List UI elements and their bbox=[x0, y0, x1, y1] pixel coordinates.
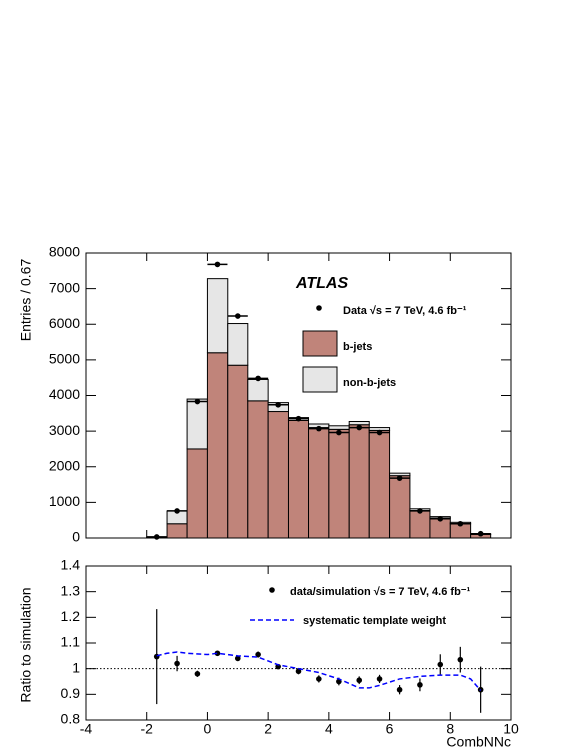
data-point bbox=[214, 261, 221, 268]
histogram-bar bbox=[328, 425, 350, 430]
y-axis-label: Ratio to simulation bbox=[18, 587, 34, 702]
atlas-label: ATLAS bbox=[295, 275, 348, 292]
y-tick-label: 0.8 bbox=[61, 711, 81, 727]
data-point bbox=[417, 508, 423, 514]
histogram-bar bbox=[348, 424, 370, 539]
legend-label: b-jets bbox=[343, 341, 372, 353]
data-point bbox=[234, 313, 241, 319]
legend-swatch bbox=[302, 366, 338, 393]
data-point bbox=[214, 650, 221, 657]
histogram-bar bbox=[287, 419, 310, 539]
y-tick-label: 1 bbox=[72, 659, 80, 675]
data-point bbox=[376, 429, 383, 436]
plot-frame bbox=[85, 565, 512, 721]
histogram-bar bbox=[166, 523, 188, 539]
data-point bbox=[437, 661, 444, 668]
data-point bbox=[295, 415, 302, 422]
histogram-bar bbox=[308, 427, 330, 539]
legend-label: systematic template weight bbox=[303, 615, 446, 627]
data-point bbox=[457, 520, 464, 527]
data-point bbox=[234, 655, 241, 662]
y-tick-label: 1.3 bbox=[61, 582, 81, 598]
data-point bbox=[255, 375, 261, 382]
histogram-bar bbox=[206, 278, 229, 354]
histogram-bar bbox=[206, 352, 229, 539]
y-tick-label: 0 bbox=[72, 529, 80, 545]
x-tick-label: 2 bbox=[264, 721, 272, 737]
x-tick-label: 0 bbox=[204, 721, 212, 737]
y-tick-label: 2000 bbox=[49, 457, 80, 473]
data-point bbox=[437, 515, 444, 522]
x-tick-label: 4 bbox=[325, 721, 333, 737]
y-axis-label: Entries / 0.67 bbox=[18, 259, 34, 342]
data-point bbox=[356, 424, 363, 431]
histogram-bar bbox=[389, 475, 411, 539]
data-point bbox=[295, 668, 302, 675]
y-tick-label: 8000 bbox=[49, 244, 80, 260]
y-tick-label: 1000 bbox=[49, 493, 80, 509]
y-tick-label: 5000 bbox=[49, 351, 80, 367]
histogram-bar bbox=[227, 364, 249, 539]
histogram-bar bbox=[186, 448, 208, 539]
y-tick-label: 6000 bbox=[49, 315, 80, 331]
histogram-bar bbox=[186, 398, 208, 450]
histogram-bar bbox=[328, 428, 350, 539]
data-point bbox=[174, 660, 180, 667]
data-point bbox=[396, 686, 403, 693]
data-point bbox=[316, 425, 322, 432]
legend-swatch bbox=[302, 330, 338, 357]
legend-label: non-b-jets bbox=[343, 377, 396, 389]
data-point bbox=[153, 534, 160, 540]
plot-frame bbox=[85, 252, 512, 539]
x-tick-label: 6 bbox=[386, 721, 394, 737]
data-point bbox=[275, 663, 281, 670]
histogram-bar bbox=[267, 411, 289, 539]
systematic-line bbox=[156, 651, 482, 691]
data-point bbox=[417, 682, 423, 688]
legend-label: Data √s = 7 TeV, 4.6 fb⁻¹ bbox=[343, 305, 467, 317]
data-point bbox=[356, 677, 363, 684]
data-point bbox=[194, 671, 201, 677]
data-point bbox=[396, 475, 403, 481]
y-tick-label: 1.2 bbox=[61, 608, 81, 624]
y-tick-label: 1.4 bbox=[61, 557, 81, 573]
legend-marker bbox=[269, 587, 275, 593]
x-tick-label: -4 bbox=[80, 721, 93, 737]
x-tick-label: 8 bbox=[446, 721, 454, 737]
legend-label: data/simulation √s = 7 TeV, 4.6 fb⁻¹ bbox=[290, 586, 471, 598]
x-axis-label: CombNNc bbox=[446, 734, 511, 750]
data-point bbox=[316, 676, 322, 682]
y-tick-label: 4000 bbox=[49, 386, 80, 402]
data-point bbox=[194, 398, 201, 405]
histogram-bar bbox=[368, 429, 391, 539]
histogram-bar bbox=[389, 472, 411, 477]
histogram-bar bbox=[247, 400, 269, 539]
data-point bbox=[174, 508, 180, 514]
x-tick-label: 10 bbox=[503, 721, 519, 737]
histogram-bar bbox=[348, 421, 370, 426]
x-tick-label: -2 bbox=[140, 721, 153, 737]
histogram-bar bbox=[227, 323, 249, 366]
histogram-bar bbox=[247, 378, 269, 402]
y-tick-label: 0.9 bbox=[61, 685, 81, 701]
data-point bbox=[376, 676, 383, 682]
data-point bbox=[477, 530, 484, 537]
y-tick-label: 7000 bbox=[49, 279, 80, 295]
data-point bbox=[336, 429, 342, 436]
y-tick-label: 1.1 bbox=[61, 634, 81, 650]
histogram-bar bbox=[409, 510, 431, 539]
y-tick-label: 3000 bbox=[49, 422, 80, 438]
data-point bbox=[255, 651, 261, 658]
data-point bbox=[275, 401, 281, 408]
legend-marker bbox=[316, 305, 322, 311]
data-point bbox=[457, 656, 464, 663]
